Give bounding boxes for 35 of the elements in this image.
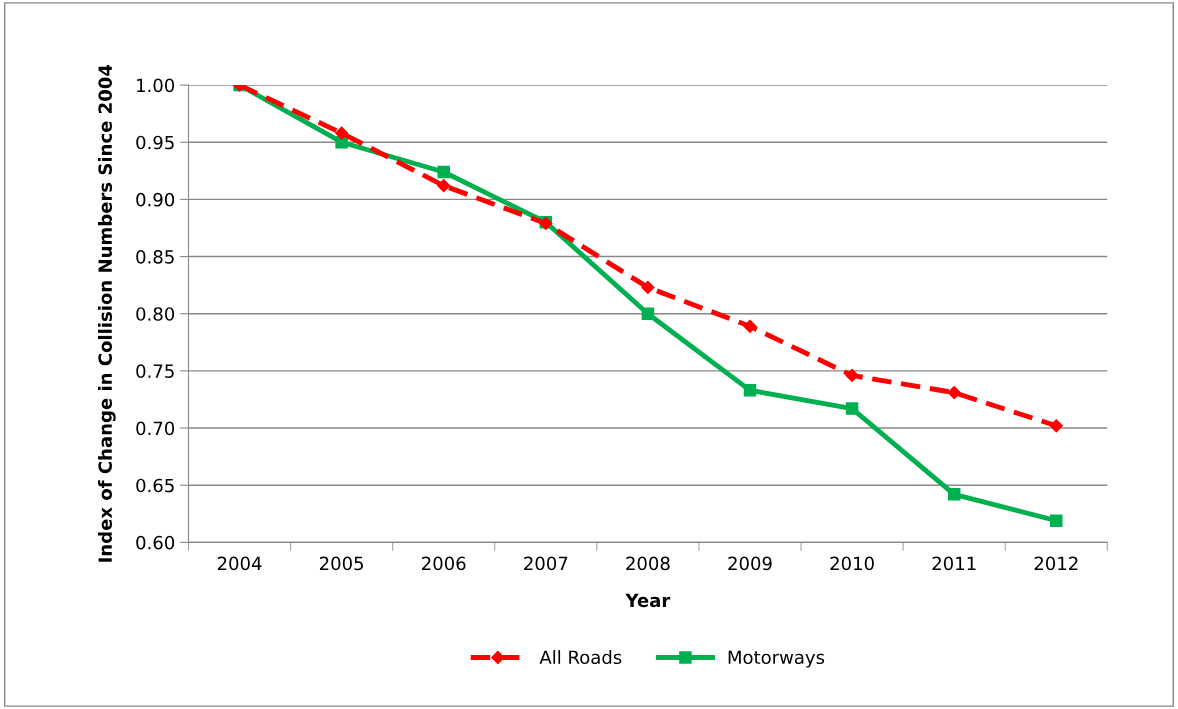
legend-label: All Roads <box>539 650 622 665</box>
point <box>1049 419 1063 433</box>
point <box>947 386 961 400</box>
legend-label: Motorways <box>728 650 825 668</box>
point <box>641 280 655 295</box>
y-tick-label: 0.95 <box>136 135 174 150</box>
x-tick-label: 2008 <box>626 556 670 571</box>
point <box>947 488 961 501</box>
x-axis-title: Year <box>625 593 671 608</box>
x-tick-label: 2007 <box>524 556 568 571</box>
point <box>437 165 450 179</box>
point <box>437 179 451 193</box>
point <box>743 384 757 397</box>
y-tick-label: 0.70 <box>136 421 175 436</box>
y-tick-label: 1.00 <box>137 78 175 93</box>
y-tick-label: 0.90 <box>136 192 175 207</box>
x-tick-label: 2009 <box>728 556 772 571</box>
y-tick-label: 0.85 <box>136 250 174 264</box>
x-tick-label: 2012 <box>1034 556 1078 571</box>
y-tick-label: 0.80 <box>136 307 175 321</box>
y-axis-title: Index of Change in Collision Numbers Since 2004 <box>98 64 116 562</box>
point <box>641 307 655 320</box>
point <box>743 319 757 333</box>
point <box>845 368 859 383</box>
point <box>845 402 859 415</box>
x-tick-label: 2011 <box>932 556 976 571</box>
point <box>1050 514 1063 527</box>
x-tick-label: 2006 <box>422 556 466 571</box>
y-tick-label: 0.65 <box>136 478 174 493</box>
x-tick-label: 2004 <box>217 556 262 571</box>
x-tick-label: 2005 <box>319 556 364 571</box>
y-tick-label: 0.60 <box>136 535 175 550</box>
y-tick-label: 0.75 <box>136 364 174 379</box>
point <box>335 126 349 140</box>
x-tick-label: 2010 <box>830 556 874 571</box>
